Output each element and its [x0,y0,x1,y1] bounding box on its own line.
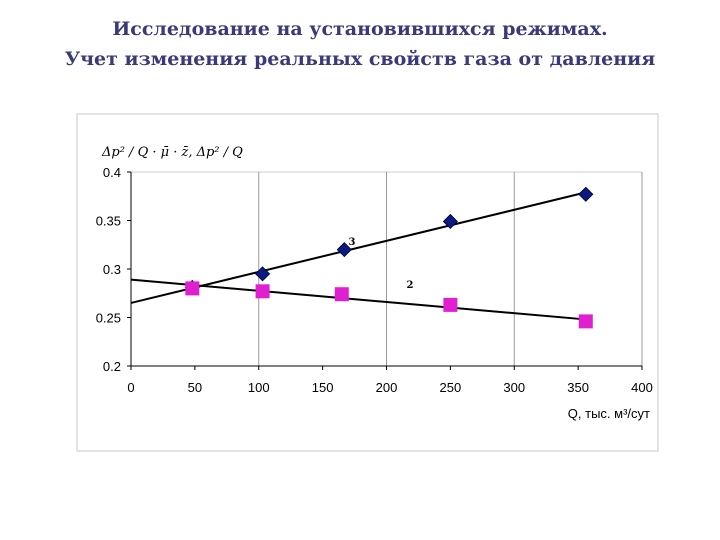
chart-labels: 3 2 Δp² / Q · μ̄ · z̄, Δp² / Q Q, тыс. м³/с… [101,145,650,421]
x-tick-label: 150 [312,380,334,395]
y-tick-label: 0.2 [103,359,121,374]
data-point-square [443,297,458,312]
slide-title: Исследование на установившихся режимах. … [0,14,720,74]
annotation-series-2: 2 [407,280,414,291]
y-tick-label: 0.35 [96,214,121,229]
x-tick-label: 400 [631,380,653,395]
trendline-series-1 [130,191,587,304]
y-axis-label: Δp² / Q · μ̄ · z̄, Δp² / Q [101,145,243,160]
title-line-2: Учет изменения реальных свойств газа от … [64,48,656,70]
x-tick-label: 250 [440,380,462,395]
data-point-diamond [255,266,271,282]
y-tick-label: 0.4 [103,165,121,180]
axes [127,171,643,370]
data-point-square [255,284,270,299]
tick-labels: 0 50 100 150 200 250 300 350 400 0.2 0.25 0.3 0.35 0.… [96,165,653,395]
x-tick-label: 0 [127,380,134,395]
y-tick-label: 0.3 [103,262,121,277]
y-tick-label: 0.25 [96,311,121,326]
x-tick-label: 300 [503,380,525,395]
data-point-square [578,314,593,329]
data-point-diamond [442,213,458,230]
data-point-square [334,287,349,302]
x-axis-label: Q, тыс. м³/сут [568,406,650,421]
data-point-diamond [578,186,594,202]
x-tick-label: 200 [376,380,398,395]
trendlines [130,191,587,321]
annotation-series-3: 3 [349,237,356,248]
x-tick-label: 50 [188,380,202,395]
data-point-square [185,281,200,296]
x-tick-label: 350 [567,380,589,395]
title-line-1: Исследование на установившихся режимах. [112,18,608,40]
trendline-series-2 [130,278,586,321]
x-tick-label: 100 [248,380,270,395]
data-points [184,186,594,329]
data-point-diamond [336,242,352,258]
grid [131,171,643,366]
